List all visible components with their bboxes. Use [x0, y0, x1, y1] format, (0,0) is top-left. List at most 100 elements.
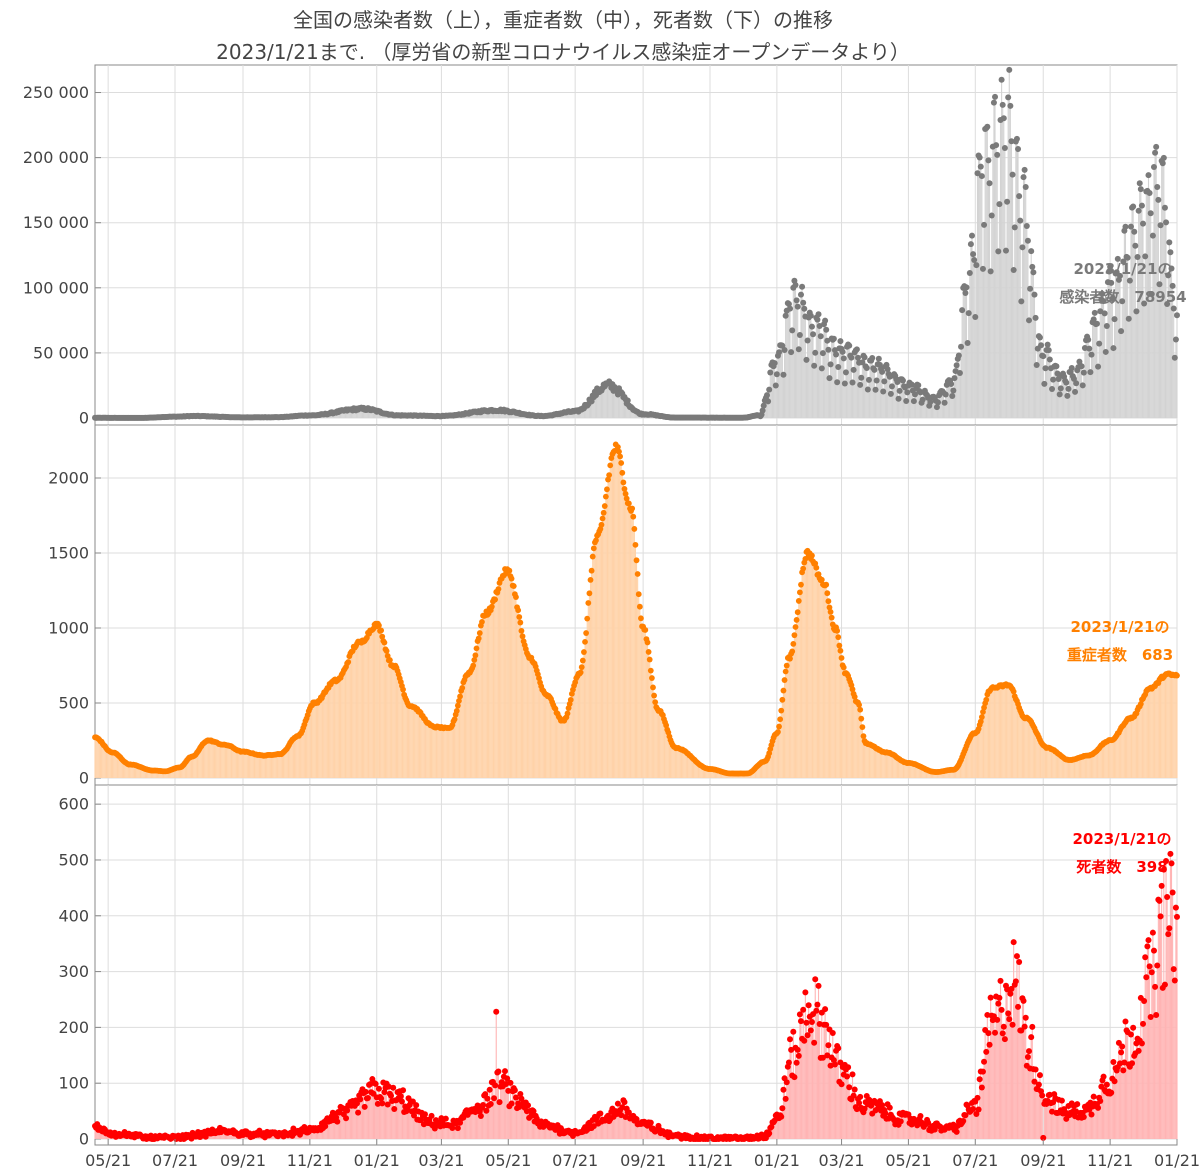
severe-point: [583, 630, 590, 636]
cases-bar: [354, 408, 356, 418]
severe-bar: [532, 662, 535, 778]
severe-bar: [1143, 696, 1145, 778]
severe-bar: [355, 646, 357, 778]
severe-bar: [1135, 713, 1137, 778]
severe-bar: [405, 700, 407, 778]
severe-bar: [1173, 675, 1175, 778]
severe-bar: [425, 721, 427, 778]
severe-bar: [675, 748, 677, 778]
severe-bar: [872, 746, 874, 778]
severe-bar: [451, 725, 453, 778]
severe-point: [473, 645, 480, 652]
cases-bar: [1132, 206, 1134, 418]
cases-bar: [1093, 319, 1095, 418]
severe-point: [495, 586, 502, 592]
severe-bar: [801, 572, 803, 778]
cases-bar: [982, 268, 984, 418]
cases-bar: [1019, 220, 1021, 418]
cases-bar: [1142, 223, 1144, 418]
cases-point: [1009, 171, 1016, 178]
cases-bar: [791, 330, 793, 418]
severe-bar: [870, 745, 872, 778]
severe-bar: [350, 651, 353, 778]
cases-point: [1065, 385, 1072, 392]
severe-bar: [581, 667, 583, 778]
severe-bar: [413, 706, 415, 778]
cases-point: [853, 346, 860, 353]
severe-bar: [828, 607, 831, 778]
cases-point: [992, 93, 999, 100]
cases-bar: [342, 410, 344, 418]
severe-point: [856, 701, 862, 708]
cases-bar: [575, 410, 577, 418]
cases-bar: [999, 119, 1002, 418]
severe-bar: [383, 642, 385, 778]
severe-bar: [342, 673, 344, 778]
severe-bar: [885, 752, 888, 778]
severe-bar: [1111, 740, 1113, 778]
severe-bar: [236, 750, 239, 778]
severe-bar: [655, 707, 657, 778]
deaths-bar: [778, 1118, 780, 1139]
severe-bar: [602, 518, 604, 778]
deaths-bar: [819, 1024, 821, 1139]
severe-bar: [404, 697, 406, 778]
severe-bar: [340, 677, 342, 778]
cases-point: [1087, 369, 1094, 376]
cases-bar: [360, 407, 362, 418]
deaths-bar: [1074, 1116, 1076, 1139]
cases-bar: [355, 410, 357, 418]
deaths-bars: [94, 853, 1178, 1139]
severe-bar: [973, 733, 975, 778]
deaths-bar: [1090, 1114, 1093, 1139]
severe-point: [783, 662, 790, 669]
severe-bar: [1128, 718, 1130, 778]
deaths-bar: [516, 1108, 518, 1139]
cases-bar: [604, 386, 606, 418]
severe-bar: [204, 742, 206, 778]
deaths-bar: [873, 1100, 875, 1139]
cases-point: [1088, 351, 1095, 358]
deaths-bar: [888, 1118, 890, 1139]
deaths-bar: [1055, 1112, 1057, 1139]
deaths-bar: [350, 1105, 353, 1139]
severe-point: [857, 706, 864, 713]
cases-bar: [814, 352, 816, 418]
deaths-bar: [1008, 1019, 1010, 1139]
cases-bar: [965, 287, 968, 418]
cases-point: [1026, 317, 1033, 324]
deaths-bar: [398, 1097, 400, 1139]
severe-bar: [995, 687, 997, 778]
severe-point: [625, 500, 632, 507]
cases-point: [861, 354, 868, 361]
cases-bar: [970, 244, 972, 418]
severe-bar: [856, 702, 858, 778]
cases-point: [794, 303, 801, 310]
severe-bar: [990, 689, 992, 778]
cases-bar: [908, 382, 911, 418]
cases-point: [1004, 198, 1011, 205]
severe-bar: [417, 711, 419, 778]
deaths-bar: [480, 1116, 482, 1139]
severe-bar: [359, 641, 361, 778]
cases-bar: [623, 396, 626, 418]
severe-bar: [247, 752, 250, 778]
cases-bar: [1053, 366, 1055, 418]
cases-point: [827, 361, 834, 368]
cases-point: [1057, 385, 1064, 392]
severe-bar: [642, 626, 644, 778]
cases-point: [1002, 247, 1009, 254]
severe-bar: [98, 739, 100, 778]
severe-bar: [337, 679, 339, 778]
severe-bar: [804, 558, 806, 778]
severe-bar: [831, 617, 833, 778]
cases-bar: [1036, 364, 1038, 418]
severe-bar: [867, 744, 869, 778]
cases-bar: [882, 391, 884, 418]
severe-bar: [802, 568, 804, 778]
severe-bar: [211, 741, 213, 778]
severe-bar: [549, 697, 551, 778]
severe-bar: [1152, 687, 1154, 778]
severe-bar: [788, 656, 790, 778]
severe-point: [825, 598, 832, 605]
